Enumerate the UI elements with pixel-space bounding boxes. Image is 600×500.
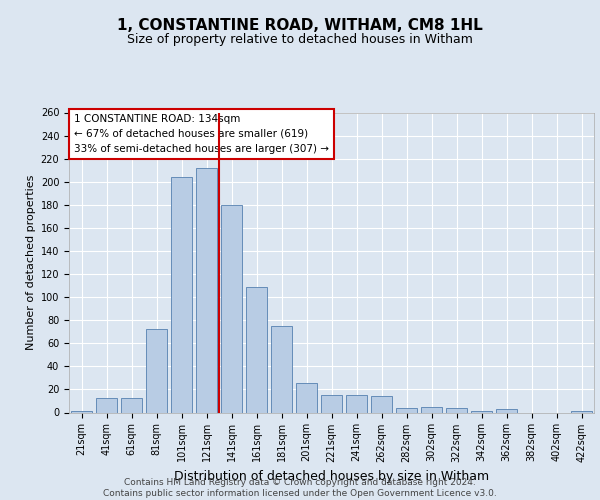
Text: 1, CONSTANTINE ROAD, WITHAM, CM8 1HL: 1, CONSTANTINE ROAD, WITHAM, CM8 1HL [117,18,483,32]
Bar [246,286,267,412]
Bar [96,398,117,412]
Bar [496,409,517,412]
Bar [171,177,192,412]
Text: Size of property relative to detached houses in Witham: Size of property relative to detached ho… [127,32,473,46]
Y-axis label: Number of detached properties: Number of detached properties [26,175,37,350]
Bar [396,408,417,412]
Bar [446,408,467,412]
Bar [221,205,242,412]
Bar [371,396,392,412]
Bar [346,395,367,412]
Bar [321,395,342,412]
Bar [421,406,442,412]
Bar [146,330,167,412]
Text: Contains HM Land Registry data © Crown copyright and database right 2024.
Contai: Contains HM Land Registry data © Crown c… [103,478,497,498]
X-axis label: Distribution of detached houses by size in Witham: Distribution of detached houses by size … [174,470,489,483]
Bar [196,168,217,412]
Bar [296,382,317,412]
Bar [271,326,292,412]
Bar [121,398,142,412]
Text: 1 CONSTANTINE ROAD: 134sqm
← 67% of detached houses are smaller (619)
33% of sem: 1 CONSTANTINE ROAD: 134sqm ← 67% of deta… [74,114,329,154]
